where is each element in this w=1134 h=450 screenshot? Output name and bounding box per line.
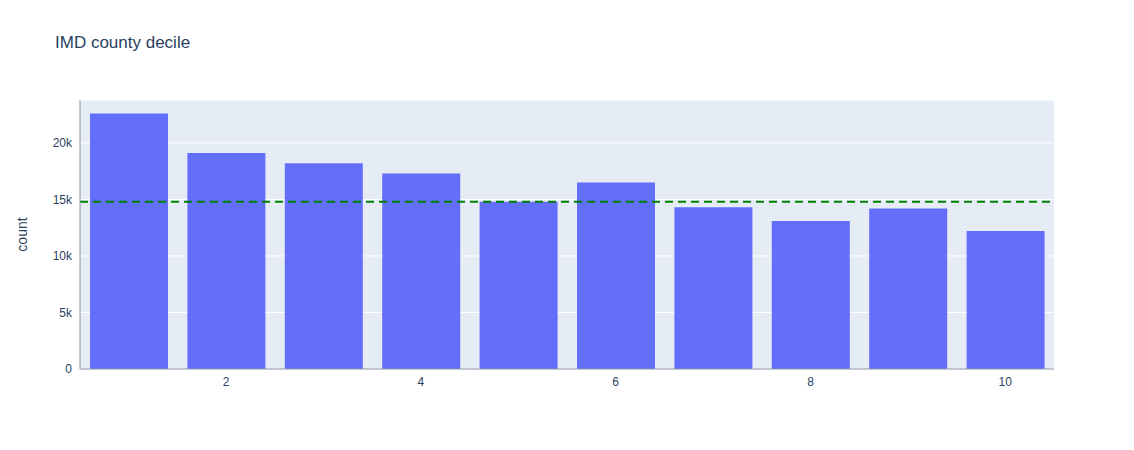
svg-text:10k: 10k [53,249,73,263]
svg-text:10: 10 [999,375,1013,389]
svg-text:20k: 20k [53,136,73,150]
svg-text:0: 0 [65,362,72,376]
html-text:IMD county decile: IMD county decile [55,33,191,52]
svg-text:4: 4 [418,375,425,389]
svg-text:5k: 5k [59,306,73,320]
svg-text:8: 8 [807,375,814,389]
svg-text:count: count [14,217,30,251]
svg-text:6: 6 [612,375,619,389]
svg-text:15k: 15k [53,193,73,207]
svg-text:2: 2 [223,375,230,389]
